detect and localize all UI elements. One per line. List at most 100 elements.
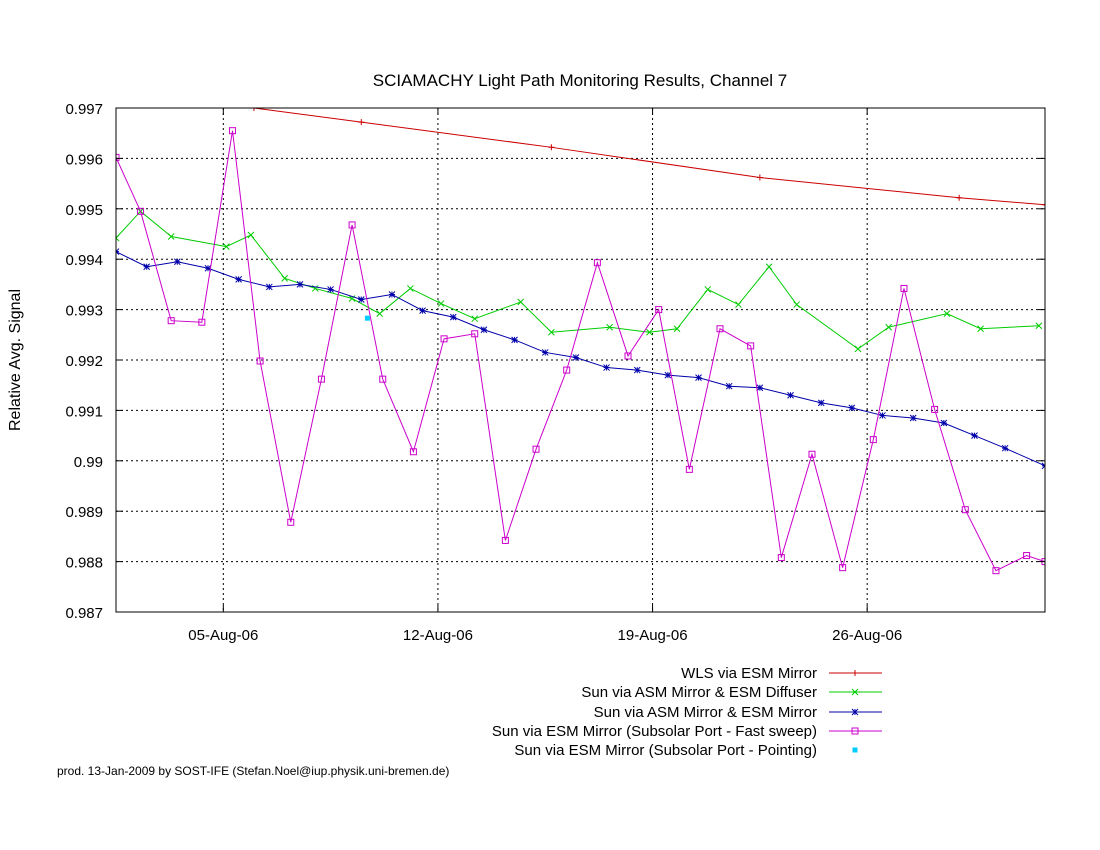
data-point	[900, 284, 908, 292]
x-tick-label: 12-Aug-06	[403, 627, 473, 644]
y-tick-label: 0.992	[65, 353, 103, 370]
data-point	[137, 207, 145, 215]
legend-marker	[851, 708, 859, 716]
legend-label: Sun via ESM Mirror (Subsolar Port - Poin…	[514, 742, 817, 759]
data-point	[388, 291, 396, 298]
data-point	[471, 330, 479, 338]
data-point	[541, 349, 549, 356]
data-point	[931, 405, 939, 413]
data-point	[532, 445, 540, 453]
data-point	[869, 436, 877, 444]
data-point	[940, 419, 948, 427]
data-point	[793, 301, 801, 308]
data-point	[704, 286, 712, 293]
data-point	[116, 153, 120, 161]
data-point	[664, 371, 672, 379]
data-point	[655, 306, 663, 314]
series-line	[116, 210, 1039, 350]
data-point	[563, 366, 571, 374]
data-point	[992, 567, 1000, 575]
legend-label: Sun via ASM Mirror & ESM Diffuser	[581, 684, 817, 701]
data-point	[364, 315, 370, 321]
data-point	[735, 301, 742, 308]
data-point	[765, 263, 773, 271]
data-point	[971, 432, 978, 439]
legend-label: WLS via ESM Mirror	[681, 665, 817, 682]
data-point	[287, 518, 295, 526]
series-line	[116, 251, 1045, 467]
y-tick-label: 0.997	[65, 101, 103, 118]
legend: WLS via ESM Mirror Sun via ASM Mirror & E…	[492, 665, 882, 759]
data-point	[296, 281, 304, 288]
data-point	[673, 325, 681, 333]
series-1	[116, 207, 1043, 353]
data-point	[327, 286, 334, 293]
data-point	[1042, 201, 1045, 208]
data-point	[250, 108, 257, 111]
data-point	[247, 231, 255, 239]
chart-title: SCIAMACHY Light Path Monitoring Results,…	[373, 71, 788, 90]
data-point	[449, 313, 457, 321]
data-point	[143, 263, 151, 271]
data-point	[376, 310, 384, 317]
data-point	[223, 243, 230, 250]
series-line	[253, 108, 1045, 206]
series-4	[364, 315, 370, 321]
data-point	[501, 536, 509, 544]
data-point	[777, 554, 785, 562]
data-point	[480, 326, 488, 334]
data-point	[839, 564, 847, 572]
plot-frame	[115, 107, 1046, 613]
legend-marker	[851, 688, 859, 696]
data-point	[646, 328, 653, 336]
data-point	[961, 506, 969, 514]
data-point	[409, 448, 417, 456]
data-point	[885, 323, 892, 331]
data-point	[817, 399, 825, 407]
data-point	[437, 300, 445, 307]
data-point	[440, 335, 448, 343]
data-point	[624, 352, 632, 360]
data-point	[281, 274, 288, 282]
data-point	[787, 391, 794, 399]
data-point	[593, 259, 601, 267]
data-point	[756, 174, 763, 181]
data-point	[1035, 322, 1043, 330]
data-point	[685, 465, 693, 473]
data-point	[116, 234, 120, 242]
data-point	[348, 295, 356, 302]
data-point	[956, 194, 963, 201]
data-point	[235, 276, 242, 283]
data-point	[173, 258, 181, 266]
data-point	[716, 325, 724, 333]
data-point	[808, 450, 816, 458]
data-point	[1001, 444, 1009, 452]
series-line	[116, 130, 1045, 572]
data-point	[909, 414, 917, 422]
data-point	[548, 328, 555, 336]
grid	[116, 107, 1045, 613]
data-point	[747, 342, 755, 350]
data-point	[548, 144, 555, 151]
data-point	[517, 298, 525, 306]
data-point	[348, 221, 356, 229]
data-point	[471, 315, 479, 323]
data-point	[879, 412, 886, 419]
data-point	[606, 323, 613, 331]
data-point	[854, 345, 862, 353]
y-tick-label: 0.994	[65, 252, 103, 269]
x-tick-label: 05-Aug-06	[188, 627, 258, 644]
legend-marker	[852, 670, 858, 676]
data-point	[977, 325, 984, 333]
legend-marker	[852, 747, 858, 753]
data-point	[358, 119, 365, 126]
data-point	[603, 364, 610, 371]
data-point	[943, 310, 951, 317]
plot-series	[116, 108, 1045, 575]
data-point	[419, 307, 426, 314]
data-point	[317, 375, 325, 383]
data-point	[756, 384, 764, 392]
footer-credit: prod. 13-Jan-2009 by SOST-IFE (Stefan.No…	[57, 764, 450, 778]
data-point	[1023, 552, 1031, 560]
